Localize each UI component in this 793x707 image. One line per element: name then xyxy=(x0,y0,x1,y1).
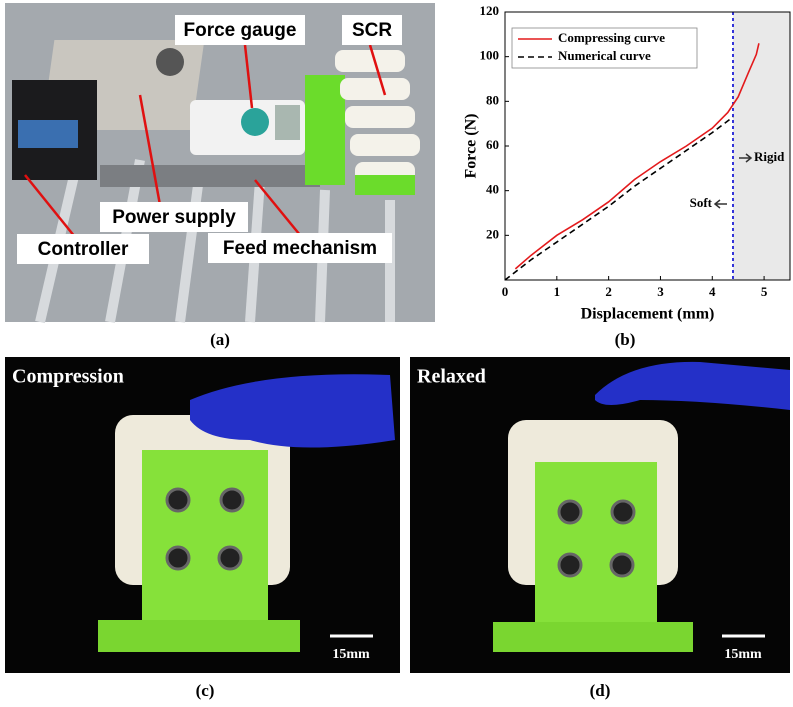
arrow xyxy=(715,200,727,208)
x-tick-label: 4 xyxy=(709,284,716,299)
green-plate xyxy=(535,462,657,627)
legend-label: Numerical curve xyxy=(558,48,651,63)
photo-a: Force gauge SCR Power supply Controller … xyxy=(5,3,435,322)
panel-label: (c) xyxy=(196,681,215,700)
y-tick-label: 80 xyxy=(486,92,499,107)
scale-label: 15mm xyxy=(332,647,370,662)
green-plate xyxy=(142,450,268,625)
green-base xyxy=(98,620,300,652)
figure: Force gauge SCR Power supply Controller … xyxy=(0,0,793,707)
data-line xyxy=(515,43,759,269)
rigid-region xyxy=(733,12,790,280)
photo-c: Compression 15mm xyxy=(5,357,400,673)
caption: Compression xyxy=(12,366,124,388)
caption: Relaxed xyxy=(417,366,486,388)
annotation: Feed mechanism xyxy=(223,238,377,259)
x-axis-label: Displacement (mm) xyxy=(581,306,715,323)
panel-label: (d) xyxy=(590,681,611,700)
annotation: Rigid xyxy=(754,149,785,164)
gauge-button xyxy=(241,108,269,136)
y-tick-label: 60 xyxy=(486,137,499,152)
green-base xyxy=(355,175,415,195)
y-axis-label: Force (N) xyxy=(463,114,480,179)
y-tick-label: 100 xyxy=(480,48,500,63)
annotation: Controller xyxy=(38,239,129,260)
x-tick-label: 2 xyxy=(605,284,612,299)
photo-d: Relaxed 15mm xyxy=(410,357,790,673)
x-tick-label: 1 xyxy=(554,284,561,299)
feed-rail xyxy=(100,165,320,187)
panel-label: (b) xyxy=(615,330,636,349)
y-tick-label: 20 xyxy=(486,226,499,241)
annotation: SCR xyxy=(352,20,392,41)
x-tick-label: 0 xyxy=(502,284,509,299)
controller-screen xyxy=(18,120,78,148)
scale-label: 15mm xyxy=(724,647,762,662)
fan xyxy=(156,48,184,76)
x-tick-label: 5 xyxy=(761,284,768,299)
panel-label: (a) xyxy=(210,330,230,349)
green-base xyxy=(493,622,693,652)
x-tick-label: 3 xyxy=(657,284,664,299)
y-tick-label: 40 xyxy=(486,182,499,197)
legend-label: Compressing curve xyxy=(558,30,665,45)
y-tick-label: 120 xyxy=(480,3,500,18)
annotation: Soft xyxy=(690,195,713,210)
annotation: Power supply xyxy=(112,207,236,228)
annotation: Force gauge xyxy=(184,20,297,41)
gauge-screen xyxy=(275,105,300,140)
green-mount xyxy=(305,75,345,185)
